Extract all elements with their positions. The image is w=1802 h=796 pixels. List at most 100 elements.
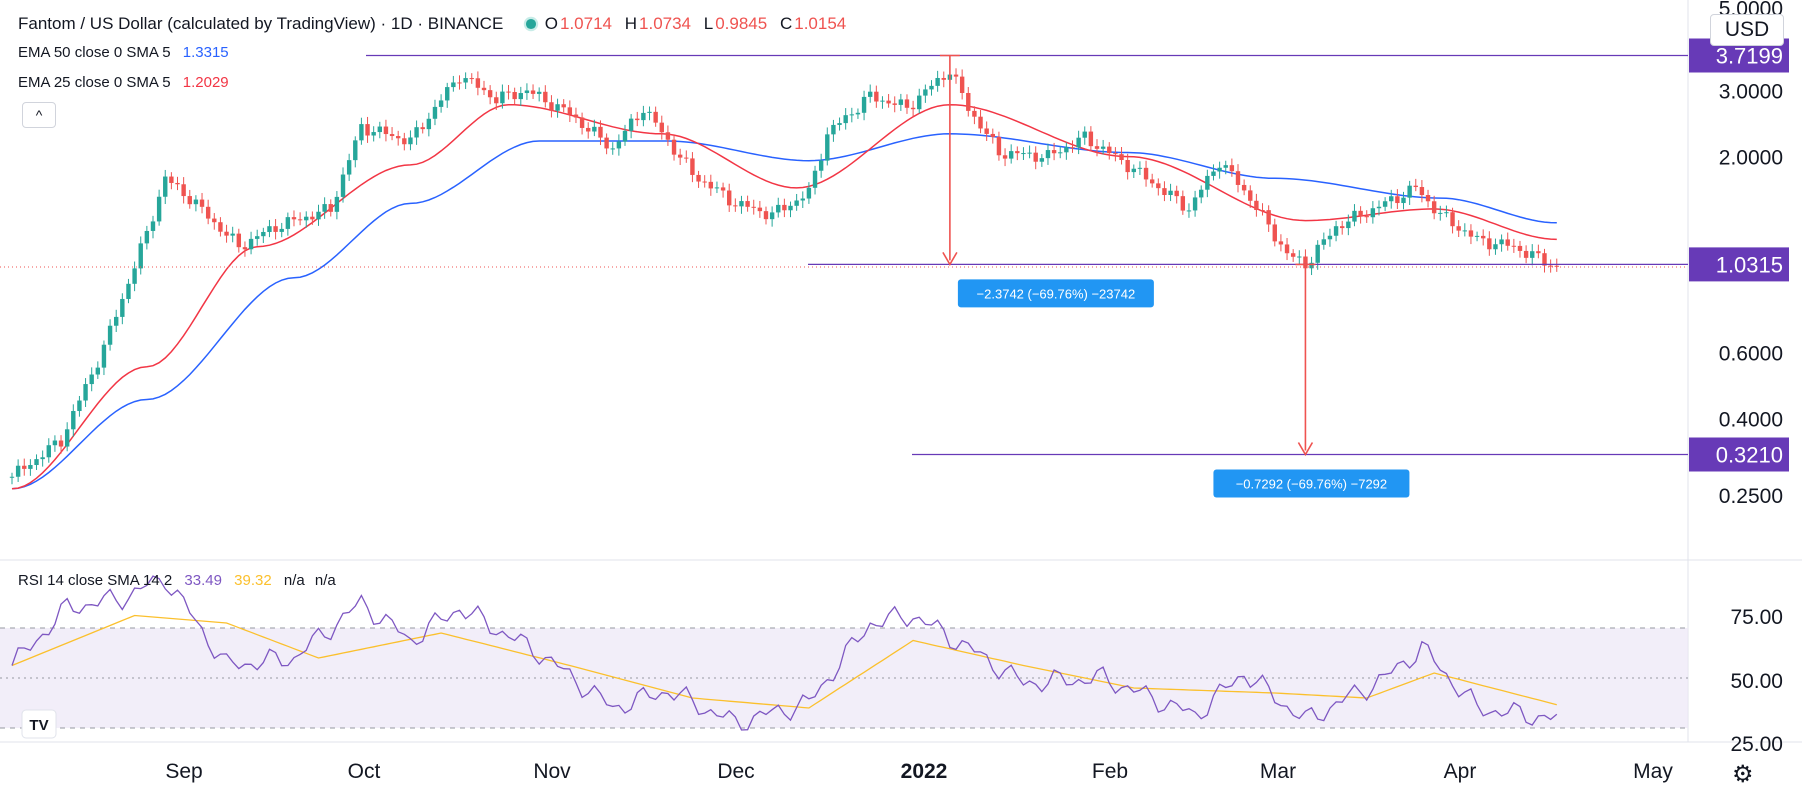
candle-body — [1517, 245, 1523, 251]
candle-body — [616, 141, 622, 149]
candle-body — [917, 95, 922, 110]
candle-body — [1113, 153, 1118, 155]
candle-body — [1548, 265, 1553, 267]
candle-body — [635, 118, 640, 121]
candle-body — [1143, 167, 1149, 180]
ema25-legend[interactable]: EMA 25 close 0 SMA 5 1.2029 — [18, 74, 231, 91]
measure-label: −2.3742 (−69.76%) −23742 — [977, 286, 1136, 301]
price-tick-label: 2.0000 — [1719, 147, 1783, 170]
candle-body — [469, 78, 474, 80]
candle-body — [1389, 196, 1394, 202]
candle-body — [1149, 179, 1155, 184]
candle-body — [1456, 226, 1461, 231]
candle-body — [285, 217, 291, 229]
candle-body — [457, 82, 462, 84]
candle-body — [935, 77, 940, 86]
candle-body — [1039, 158, 1045, 162]
candle-body — [714, 187, 720, 189]
candle-body — [886, 100, 891, 104]
candle-body — [1199, 189, 1204, 198]
candle-body — [763, 211, 769, 220]
candle-body — [83, 384, 88, 401]
candle-body — [1499, 239, 1504, 245]
candle-body — [592, 126, 597, 132]
rsi-legend[interactable]: RSI 14 close SMA 14 2 33.49 39.32 n/a n/… — [18, 572, 338, 589]
candle-body — [1260, 210, 1265, 212]
price-badge-label: 0.3210 — [1716, 443, 1783, 468]
candle-body — [107, 325, 113, 345]
candle-body — [524, 90, 530, 94]
rsi-band-fill — [0, 628, 1688, 728]
candle-body — [604, 137, 609, 149]
ohlc-c-label: C — [779, 14, 793, 33]
candle-body — [800, 198, 805, 201]
measure-arrowhead — [942, 251, 958, 266]
candle-body — [794, 200, 799, 206]
candle-body — [1082, 131, 1087, 138]
candle-body — [114, 316, 119, 326]
ema50-label: EMA 50 close 0 SMA 5 — [18, 44, 171, 61]
ema50-legend[interactable]: EMA 50 close 0 SMA 5 1.3315 — [18, 44, 231, 61]
time-tick-label: Sep — [165, 760, 202, 783]
candle-body — [898, 99, 904, 105]
rsi-tick-label: 75.00 — [1730, 606, 1783, 629]
candle-body — [432, 106, 438, 119]
candle-body — [408, 137, 413, 145]
candle-body — [690, 158, 695, 175]
ohlc-h-label: H — [624, 14, 638, 33]
candle-body — [720, 187, 726, 191]
candle-body — [1266, 210, 1271, 225]
candle-body — [261, 231, 266, 237]
candle-body — [1444, 212, 1449, 214]
candle-body — [567, 107, 573, 115]
candle-body — [120, 298, 125, 317]
candle-body — [1358, 210, 1363, 217]
candle-body — [1107, 146, 1112, 154]
candle-body — [733, 205, 738, 207]
candle-body — [659, 122, 664, 133]
candle-body — [837, 123, 842, 125]
candle-body — [512, 92, 517, 100]
candle-body — [163, 176, 168, 197]
candle-body — [1505, 239, 1510, 246]
candle-body — [1205, 175, 1210, 190]
ema25-value: 1.2029 — [182, 74, 229, 91]
candle-body — [647, 111, 652, 113]
collapse-legend-button[interactable]: ^ — [22, 102, 56, 128]
candle-body — [708, 181, 714, 189]
candle-body — [316, 211, 321, 220]
candle-body — [978, 116, 983, 129]
candle-body — [297, 219, 303, 221]
candle-body — [205, 206, 211, 219]
candle-body — [1021, 153, 1026, 155]
candle-body — [1462, 230, 1468, 232]
candle-body — [1493, 244, 1498, 250]
candle-body — [395, 136, 401, 139]
candle-body — [132, 268, 137, 284]
candle-body — [322, 204, 327, 212]
candle-body — [972, 110, 977, 117]
candle-body — [549, 102, 554, 111]
candle-body — [1450, 212, 1455, 227]
candle-body — [150, 221, 156, 231]
candle-body — [95, 367, 101, 375]
candle-body — [622, 130, 628, 142]
price-tick-label: 0.6000 — [1719, 343, 1783, 366]
ohlc-o-label: O — [544, 14, 558, 33]
candle-body — [843, 115, 848, 124]
candle-body — [64, 429, 70, 447]
time-tick-label: Mar — [1260, 760, 1296, 783]
candle-body — [389, 134, 395, 137]
candle-body — [224, 231, 229, 236]
candle-body — [1382, 201, 1388, 207]
candle-body — [923, 89, 928, 96]
candle-body — [46, 445, 51, 458]
market-status-icon[interactable] — [525, 18, 537, 30]
candle-body — [15, 465, 21, 477]
candle-body — [365, 124, 370, 136]
gear-icon[interactable]: ⚙ — [1732, 761, 1754, 788]
candle-body — [1100, 146, 1106, 149]
currency-selector[interactable]: USD — [1710, 14, 1784, 46]
candle-body — [702, 181, 707, 183]
